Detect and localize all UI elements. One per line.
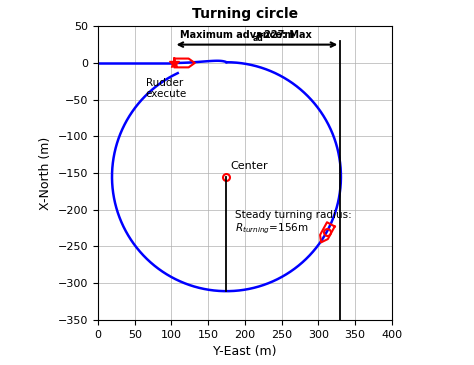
Text: =227m: =227m — [256, 30, 294, 40]
Text: Maximum advance: Max: Maximum advance: Max — [180, 30, 311, 40]
X-axis label: Y-East (m): Y-East (m) — [213, 345, 276, 358]
Text: Center: Center — [230, 161, 268, 171]
Y-axis label: X-North (m): X-North (m) — [39, 137, 52, 210]
Title: Turning circle: Turning circle — [192, 7, 298, 21]
Text: Steady turning radius:
$R_{turning}$=156m: Steady turning radius: $R_{turning}$=156… — [235, 210, 352, 236]
Text: ad: ad — [252, 34, 263, 43]
Text: Rudder
execute: Rudder execute — [146, 78, 187, 99]
